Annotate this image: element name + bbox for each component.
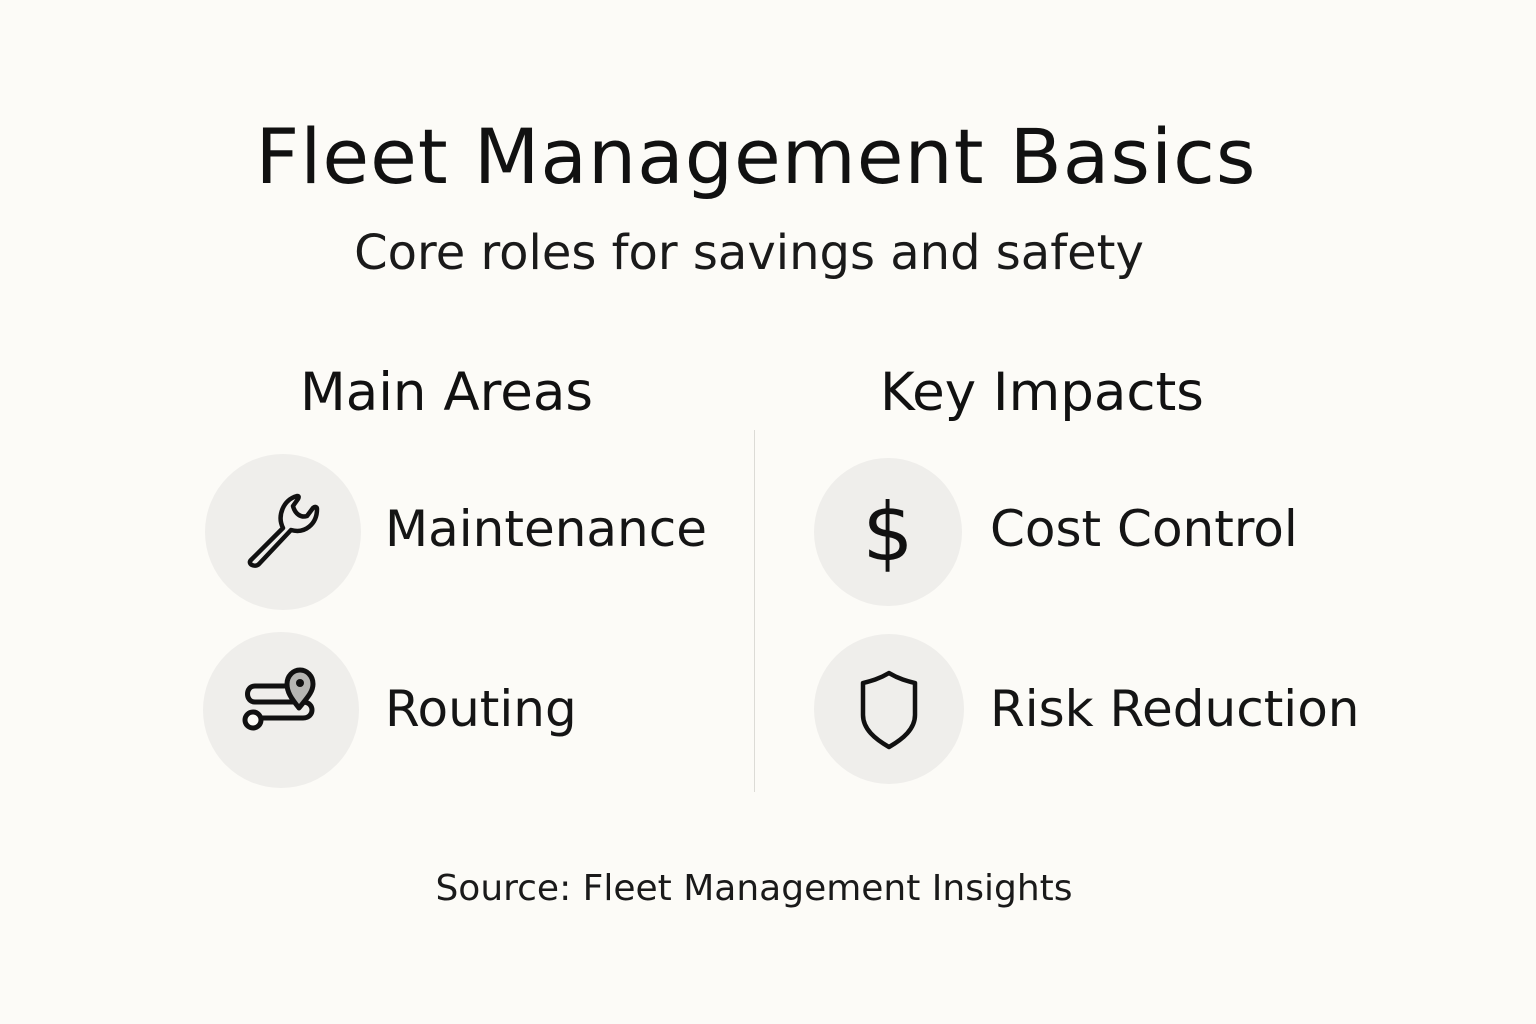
page-subtitle: Core roles for savings and safety [354, 225, 1144, 281]
svg-text:$: $ [863, 486, 914, 579]
risk-reduction-label: Risk Reduction [990, 680, 1360, 738]
key-impacts-heading: Key Impacts [880, 362, 1204, 423]
route-pin-icon [203, 632, 359, 788]
column-divider [754, 430, 755, 792]
maintenance-label: Maintenance [385, 500, 707, 558]
routing-label: Routing [385, 680, 577, 738]
main-areas-heading: Main Areas [300, 362, 593, 423]
cost-control-label: Cost Control [990, 500, 1298, 558]
shield-icon [814, 634, 964, 784]
dollar-icon: $ [814, 458, 962, 606]
page-title: Fleet Management Basics [255, 112, 1257, 201]
source-note: Source: Fleet Management Insights [435, 868, 1073, 909]
wrench-icon [205, 454, 361, 610]
